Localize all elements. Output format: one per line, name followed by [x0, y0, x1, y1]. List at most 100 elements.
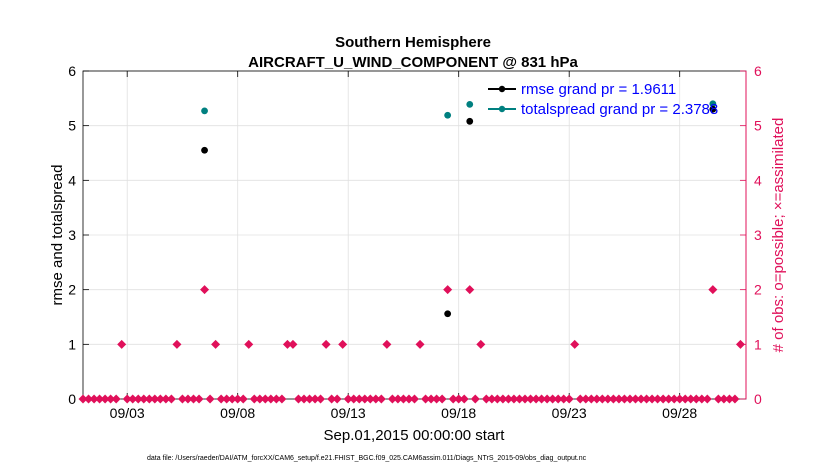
- obs-count-point-32: [255, 394, 265, 404]
- totalspread-point-2: [466, 100, 474, 108]
- obs-count-point-90: [575, 394, 585, 404]
- grid: [83, 70, 746, 400]
- obs-count-point-96: [608, 394, 618, 404]
- obs-count-point-22: [200, 285, 210, 295]
- obs-count-point-85: [548, 394, 558, 404]
- obs-count-point-3: [95, 394, 105, 404]
- obs-count-point-89: [570, 339, 580, 349]
- obs-count-point-119: [735, 339, 745, 349]
- obs-count-point-104: [653, 394, 663, 404]
- obs-count-point-107: [669, 394, 679, 404]
- obs-count-point-47: [338, 339, 348, 349]
- obs-count-point-18: [177, 394, 187, 404]
- obs-count-point-55: [382, 339, 392, 349]
- obs-count-point-87: [559, 394, 569, 404]
- obs-count-point-113: [702, 394, 712, 404]
- y-tick-label-6: 6: [68, 63, 76, 79]
- chart-title: Southern Hemisphere: [335, 34, 491, 51]
- obs-count-point-57: [393, 394, 403, 404]
- obs-count-point-80: [520, 394, 530, 404]
- x-axis-label: Sep.01,2015 00:00:00 start: [324, 427, 506, 444]
- obs-count-point-93: [592, 394, 602, 404]
- y-axis-right: 0 1 2 3 4 5 6: [740, 63, 762, 407]
- y2-tick-label-1: 1: [754, 336, 762, 352]
- rmse-point-3: [709, 105, 717, 113]
- obs-count-point-5: [106, 394, 116, 404]
- obs-count-point-56: [387, 394, 397, 404]
- chart-subtitle: AIRCRAFT_U_WIND_COMPONENT @ 831 hPa: [248, 54, 578, 71]
- obs-count-point-4: [100, 394, 110, 404]
- obs-count-point-12: [144, 394, 154, 404]
- obs-count-point-37: [282, 339, 292, 349]
- obs-count-point-54: [376, 394, 386, 404]
- y2-axis-label: # of obs: o=possible; ×=assimilated: [770, 118, 787, 353]
- obs-count-point-69: [459, 394, 469, 404]
- obs-count-point-102: [642, 394, 652, 404]
- obs-count-point-109: [680, 394, 690, 404]
- x-axis: 09/03 09/08 09/13 09/18 09/23 09/28: [110, 71, 697, 421]
- obs-count-point-110: [686, 394, 696, 404]
- obs-count-point-115: [713, 394, 723, 404]
- obs-count-point-118: [730, 394, 740, 404]
- obs-count-point-36: [277, 394, 287, 404]
- obs-count-point-117: [724, 394, 734, 404]
- obs-count-point-17: [172, 339, 182, 349]
- obs-count-point-41: [305, 394, 315, 404]
- obs-count-point-81: [526, 394, 536, 404]
- obs-count-point-0: [78, 394, 88, 404]
- totalspread-series: [201, 100, 717, 119]
- x-tick-label-0: 09/03: [110, 405, 145, 421]
- data-file-footnote: data file: /Users/raeder/DAI/ATM_forcXX/…: [147, 455, 587, 462]
- obs-count-point-75: [492, 394, 502, 404]
- obs-count-point-71: [470, 394, 480, 404]
- obs-count-point-83: [537, 394, 547, 404]
- obs-count-point-106: [664, 394, 674, 404]
- obs-count-point-78: [509, 394, 519, 404]
- rmse-point-2: [466, 117, 474, 125]
- y2-tick-label-4: 4: [754, 172, 762, 188]
- obs-count-point-48: [343, 394, 353, 404]
- y2-tick-label-5: 5: [754, 118, 762, 134]
- obs-count-point-29: [238, 394, 248, 404]
- obs-count-point-105: [658, 394, 668, 404]
- obs-count-point-58: [398, 394, 408, 404]
- obs-count-point-51: [360, 394, 370, 404]
- obs-count-point-11: [139, 394, 149, 404]
- obs-count-point-21: [194, 394, 204, 404]
- obs-count-point-72: [476, 339, 486, 349]
- obs-count-point-45: [327, 394, 337, 404]
- obs-count-point-23: [205, 394, 215, 404]
- legend-rmse-label: rmse grand pr = 1.9611: [521, 81, 676, 98]
- obs-count-point-74: [487, 394, 497, 404]
- obs-count-point-77: [503, 394, 513, 404]
- y2-tick-label-2: 2: [754, 282, 762, 298]
- legend: rmse grand pr = 1.9611 totalspread grand…: [488, 81, 718, 118]
- y2-tick-label-6: 6: [754, 63, 762, 79]
- obs-count-point-50: [354, 394, 364, 404]
- obs-count-point-53: [371, 394, 381, 404]
- obs-count-point-27: [227, 394, 237, 404]
- y2-tick-label-0: 0: [754, 391, 762, 407]
- obs-count-point-59: [404, 394, 414, 404]
- obs-count-point-92: [586, 394, 596, 404]
- y-tick-label-1: 1: [68, 336, 76, 352]
- obs-count-point-64: [432, 394, 442, 404]
- rmse-point-0: [201, 146, 208, 154]
- obs-count-point-49: [349, 394, 359, 404]
- obs-count-point-13: [150, 394, 160, 404]
- obs-count-point-33: [260, 394, 270, 404]
- obs-count-point-63: [426, 394, 436, 404]
- obs-count-point-97: [614, 394, 624, 404]
- obs-count-point-30: [244, 339, 254, 349]
- obs-count-point-101: [636, 394, 646, 404]
- x-tick-label-4: 09/23: [552, 405, 587, 421]
- y-tick-label-5: 5: [68, 118, 76, 134]
- obs-count-point-86: [553, 394, 563, 404]
- obs-count-point-43: [316, 394, 326, 404]
- obs-count-point-6: [111, 394, 121, 404]
- obs-count-point-99: [625, 394, 635, 404]
- obs-count-point-52: [365, 394, 375, 404]
- obs-count-series: [78, 285, 745, 404]
- y-tick-label-4: 4: [68, 172, 76, 188]
